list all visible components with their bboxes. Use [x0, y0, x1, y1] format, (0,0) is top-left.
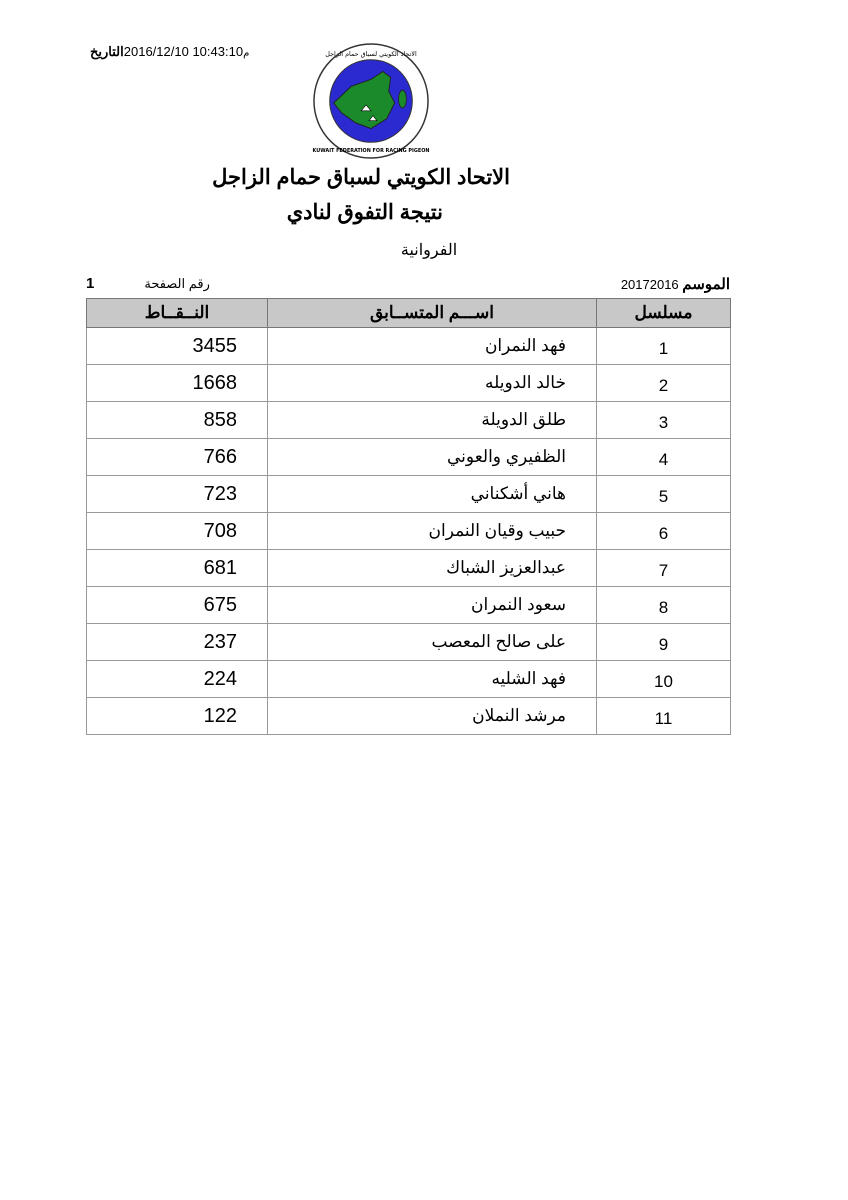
page-number-value: 1	[86, 275, 95, 292]
cell-serial: 8	[596, 586, 731, 624]
table-row: 858 طلق الدويلة 3	[86, 401, 731, 439]
table-row: 224 فهد الشليه 10	[86, 660, 731, 698]
results-table: النــقــاط اســـم المتســابق مسلسل 3455 ف…	[86, 298, 731, 735]
cell-points: 122	[86, 697, 268, 735]
cell-serial: 6	[596, 512, 731, 550]
cell-name: فهد النمران	[267, 327, 597, 365]
table-row: 237 على صالح المعصب 9	[86, 623, 731, 661]
svg-text:KUWAIT FEDERATION FOR RACING P: KUWAIT FEDERATION FOR RACING PIGEON	[313, 148, 430, 154]
season: الموسم 20172016	[621, 275, 730, 293]
cell-serial: 2	[596, 364, 731, 402]
cell-name: خالد الدويله	[267, 364, 597, 402]
header-points: النــقــاط	[86, 298, 268, 328]
table-row: 708 حبيب وقيان النمران 6	[86, 512, 731, 550]
cell-points: 766	[86, 438, 268, 476]
cell-points: 3455	[86, 327, 268, 365]
cell-points: 675	[86, 586, 268, 624]
cell-serial: 7	[596, 549, 731, 587]
cell-serial: 4	[596, 438, 731, 476]
cell-points: 681	[86, 549, 268, 587]
table-row: 3455 فهد النمران 1	[86, 327, 731, 365]
cell-points: 708	[86, 512, 268, 550]
page-subtitle: نتيجة التفوق لنادي	[286, 201, 443, 224]
cell-serial: 3	[596, 401, 731, 439]
table-row: 723 هاني أشكناني 5	[86, 475, 731, 513]
cell-serial: 5	[596, 475, 731, 513]
cell-name: طلق الدويلة	[267, 401, 597, 439]
svg-text:الاتحاد الكويتي لسباق حمام الز: الاتحاد الكويتي لسباق حمام الزاجل	[325, 50, 417, 58]
cell-points: 858	[86, 401, 268, 439]
season-value: 20172016	[620, 277, 679, 292]
table-row: 766 الظفيري والعوني 4	[86, 438, 731, 476]
page-number: 1 رقم الصفحة	[86, 275, 210, 292]
cell-name: عبدالعزيز الشباك	[267, 549, 597, 587]
table-row: 675 سعود النمران 8	[86, 586, 731, 624]
date-value: 10:43:10 2016/12/10	[123, 44, 244, 59]
table-row: 122 مرشد النملان 11	[86, 697, 731, 735]
header-name: اســـم المتســابق	[267, 298, 597, 328]
cell-name: مرشد النملان	[267, 697, 597, 735]
cell-points: 224	[86, 660, 268, 698]
cell-serial: 9	[596, 623, 731, 661]
cell-name: على صالح المعصب	[267, 623, 597, 661]
season-label: الموسم	[682, 276, 730, 293]
header-serial: مسلسل	[596, 298, 731, 328]
table-header-row: النــقــاط اســـم المتســابق مسلسل	[86, 298, 731, 328]
club-name: الفروانية	[400, 242, 458, 259]
cell-name: هاني أشكناني	[267, 475, 597, 513]
cell-name: سعود النمران	[267, 586, 597, 624]
cell-points: 237	[86, 623, 268, 661]
cell-serial: 1	[596, 327, 731, 365]
cell-name: فهد الشليه	[267, 660, 597, 698]
table-row: 681 عبدالعزيز الشباك 7	[86, 549, 731, 587]
table-row: 1668 خالد الدويله 2	[86, 364, 731, 402]
date-label: التاريخ	[90, 44, 124, 59]
cell-name: الظفيري والعوني	[267, 438, 597, 476]
cell-serial: 11	[596, 697, 731, 735]
page-number-label: رقم الصفحة	[144, 276, 210, 291]
federation-logo: الاتحاد الكويتي لسباق حمام الزاجل KUWAIT…	[313, 43, 430, 159]
cell-serial: 10	[596, 660, 731, 698]
page-title: الاتحاد الكويتي لسباق حمام الزاجل	[212, 166, 510, 189]
cell-name: حبيب وقيان النمران	[267, 512, 597, 550]
cell-points: 1668	[86, 364, 268, 402]
print-date: م10:43:10 2016/12/10التاريخ	[80, 44, 252, 60]
cell-points: 723	[86, 475, 268, 513]
ampm: م	[243, 48, 250, 59]
